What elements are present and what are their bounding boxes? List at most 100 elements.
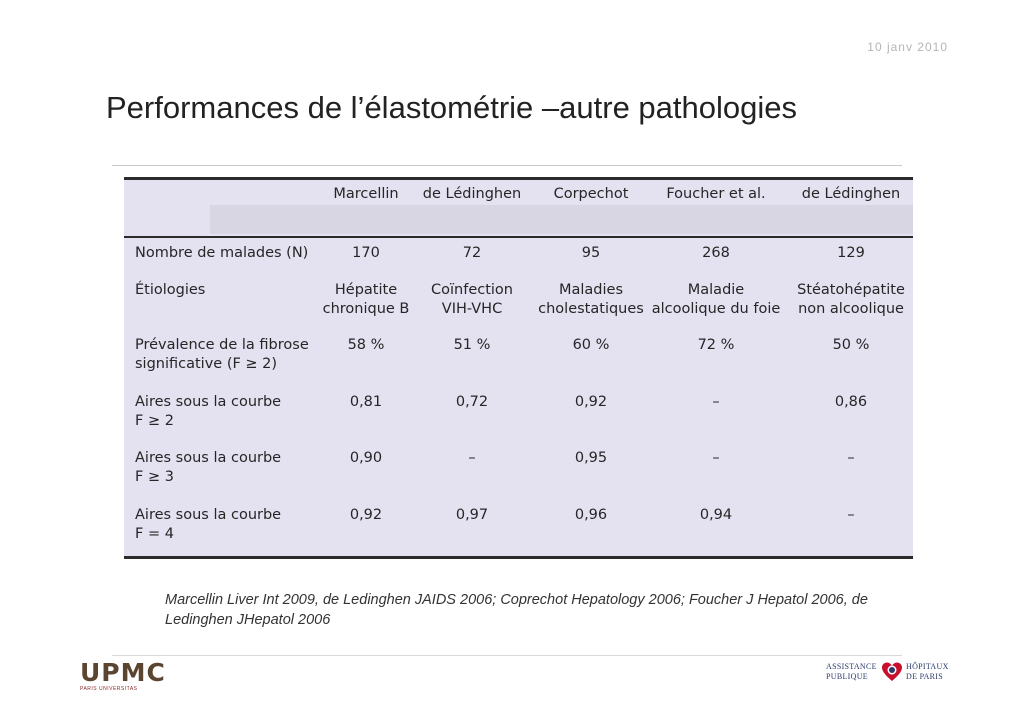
table-cell: 0,92 (575, 393, 607, 412)
column-header: Marcellin (333, 186, 399, 202)
row-label: Aires sous la courbe F ≥ 2 (135, 393, 281, 431)
row-label-line: Aires sous la courbe (135, 394, 282, 410)
aphp-word: PUBLIQUE (826, 672, 868, 681)
table-cell: – (847, 449, 854, 468)
slide-title: Performances de l’élastométrie –autre pa… (106, 90, 797, 125)
table-cell-line: 0,94 (699, 507, 733, 523)
row-label: Étiologies (135, 281, 205, 300)
table-cell-line: 170 (352, 245, 380, 261)
table-cell: – (712, 449, 719, 468)
table-cell: Maladies cholestatiques (538, 281, 644, 319)
table-cell: 0,86 (835, 393, 867, 412)
row-label: Nombre de malades (N) (135, 244, 308, 263)
column-header: Corpechot (553, 186, 629, 202)
aphp-word: ASSISTANCE (826, 662, 877, 671)
table-cell: 0,72 (456, 393, 488, 412)
table-cell: Hépatite chronique B (323, 281, 410, 319)
table-cell: Coïnfection VIH-VHC (431, 281, 513, 319)
footer-divider (112, 655, 902, 656)
table-cell-line: – (712, 450, 720, 466)
table-cell-line: chronique B (322, 301, 410, 317)
row-label-line: F ≥ 2 (135, 413, 174, 429)
table-cell-line: 72 (462, 245, 482, 261)
table-cell-line: alcoolique du foie (651, 301, 781, 317)
table-cell: 268 (702, 244, 730, 263)
table-cell: 58 % (348, 336, 385, 355)
heart-icon (882, 662, 902, 681)
table-cell-line: Stéatohépatite (797, 282, 905, 298)
table-cell-line: 0,92 (574, 394, 608, 410)
table-cell: 0,90 (350, 449, 382, 468)
table-cell-line: 51 % (453, 337, 491, 353)
table-cell: 50 % (833, 336, 870, 355)
table-cell-line: Maladies (558, 282, 624, 298)
table-cell-line: 0,86 (834, 394, 868, 410)
table-cell-line: – (847, 507, 855, 523)
table-cell-line: 0,92 (349, 507, 383, 523)
table-cell: 0,94 (700, 506, 732, 525)
aphp-logo-right: HÔPITAUX DE PARIS (906, 662, 949, 682)
row-label-line: significative (F ≥ 2) (135, 356, 278, 372)
table-cell: 129 (837, 244, 865, 263)
table-cell: – (847, 506, 854, 525)
column-header: Foucher et al. (666, 186, 766, 202)
column-header: de Lédinghen (422, 186, 522, 202)
upmc-logo: UPMC PARIS UNIVERSITAS (80, 658, 166, 694)
table-cell-line: cholestatiques (538, 301, 644, 317)
table-cell-line: 95 (581, 245, 601, 261)
row-label-line: Prévalence de la fibrose (135, 337, 309, 353)
row-label: Aires sous la courbe F = 4 (135, 506, 281, 544)
aphp-logo-left: ASSISTANCE PUBLIQUE (826, 662, 877, 682)
row-label-line: F ≥ 3 (135, 469, 174, 485)
table-cell-line: 72 % (697, 337, 735, 353)
table-cell: 0,95 (575, 449, 607, 468)
row-label: Prévalence de la fibrose significative (F… (135, 336, 309, 374)
table-cell-line: Maladie (687, 282, 745, 298)
row-label-line: Aires sous la courbe (135, 507, 282, 523)
table-cell-line: 129 (837, 245, 865, 261)
aphp-logo: ASSISTANCE PUBLIQUE HÔPITAUX DE PARIS (826, 660, 954, 690)
table-cell-line: – (712, 394, 720, 410)
table-cell-line: 0,72 (455, 394, 489, 410)
upmc-logo-text: UPMC (80, 658, 166, 687)
row-label-line: Nombre de malades (N) (135, 245, 309, 261)
table-cell-line: – (468, 450, 476, 466)
table-cell-line: 0,96 (574, 507, 608, 523)
table-cell-line: non alcoolique (798, 301, 904, 317)
table-cell: 72 (463, 244, 481, 263)
table-cell-line: 0,81 (349, 394, 383, 410)
title-divider (112, 165, 902, 166)
table-cell: 51 % (454, 336, 491, 355)
table-cell: 95 (582, 244, 600, 263)
table-cell: Stéatohépatite non alcoolique (797, 281, 905, 319)
table-cell-line: 50 % (832, 337, 870, 353)
table-cell: – (712, 393, 719, 412)
row-label: Aires sous la courbe F ≥ 3 (135, 449, 281, 487)
aphp-word: HÔPITAUX (906, 662, 949, 671)
table-cell: 0,96 (575, 506, 607, 525)
aphp-word: DE PARIS (906, 672, 944, 681)
table-cell: 60 % (573, 336, 610, 355)
table-cell: 0,81 (350, 393, 382, 412)
table-cell: 72 % (698, 336, 735, 355)
header-rule (124, 236, 913, 238)
table-cell-line: 268 (702, 245, 730, 261)
column-header: de Lédinghen (801, 186, 901, 202)
slide-date: 10 janv 2010 (867, 40, 948, 54)
table-cell: – (468, 449, 475, 468)
row-label-line: Étiologies (135, 282, 206, 298)
upmc-logo-subtitle: PARIS UNIVERSITAS (80, 686, 138, 692)
table-cell-line: 58 % (347, 337, 385, 353)
table-cell-line: VIH-VHC (441, 301, 503, 317)
row-label-line: F = 4 (135, 526, 174, 542)
table-cell-line: Hépatite (334, 282, 398, 298)
table-cell-line: 0,95 (574, 450, 608, 466)
table-cell: Maladie alcoolique du foie (652, 281, 781, 319)
table-cell: 170 (352, 244, 380, 263)
header-strip (210, 205, 913, 234)
table-cell: 0,97 (456, 506, 488, 525)
table-cell-line: 60 % (572, 337, 610, 353)
table-cell-line: 0,97 (455, 507, 489, 523)
row-label-line: Aires sous la courbe (135, 450, 282, 466)
table-cell-line: Coïnfection (431, 282, 513, 298)
